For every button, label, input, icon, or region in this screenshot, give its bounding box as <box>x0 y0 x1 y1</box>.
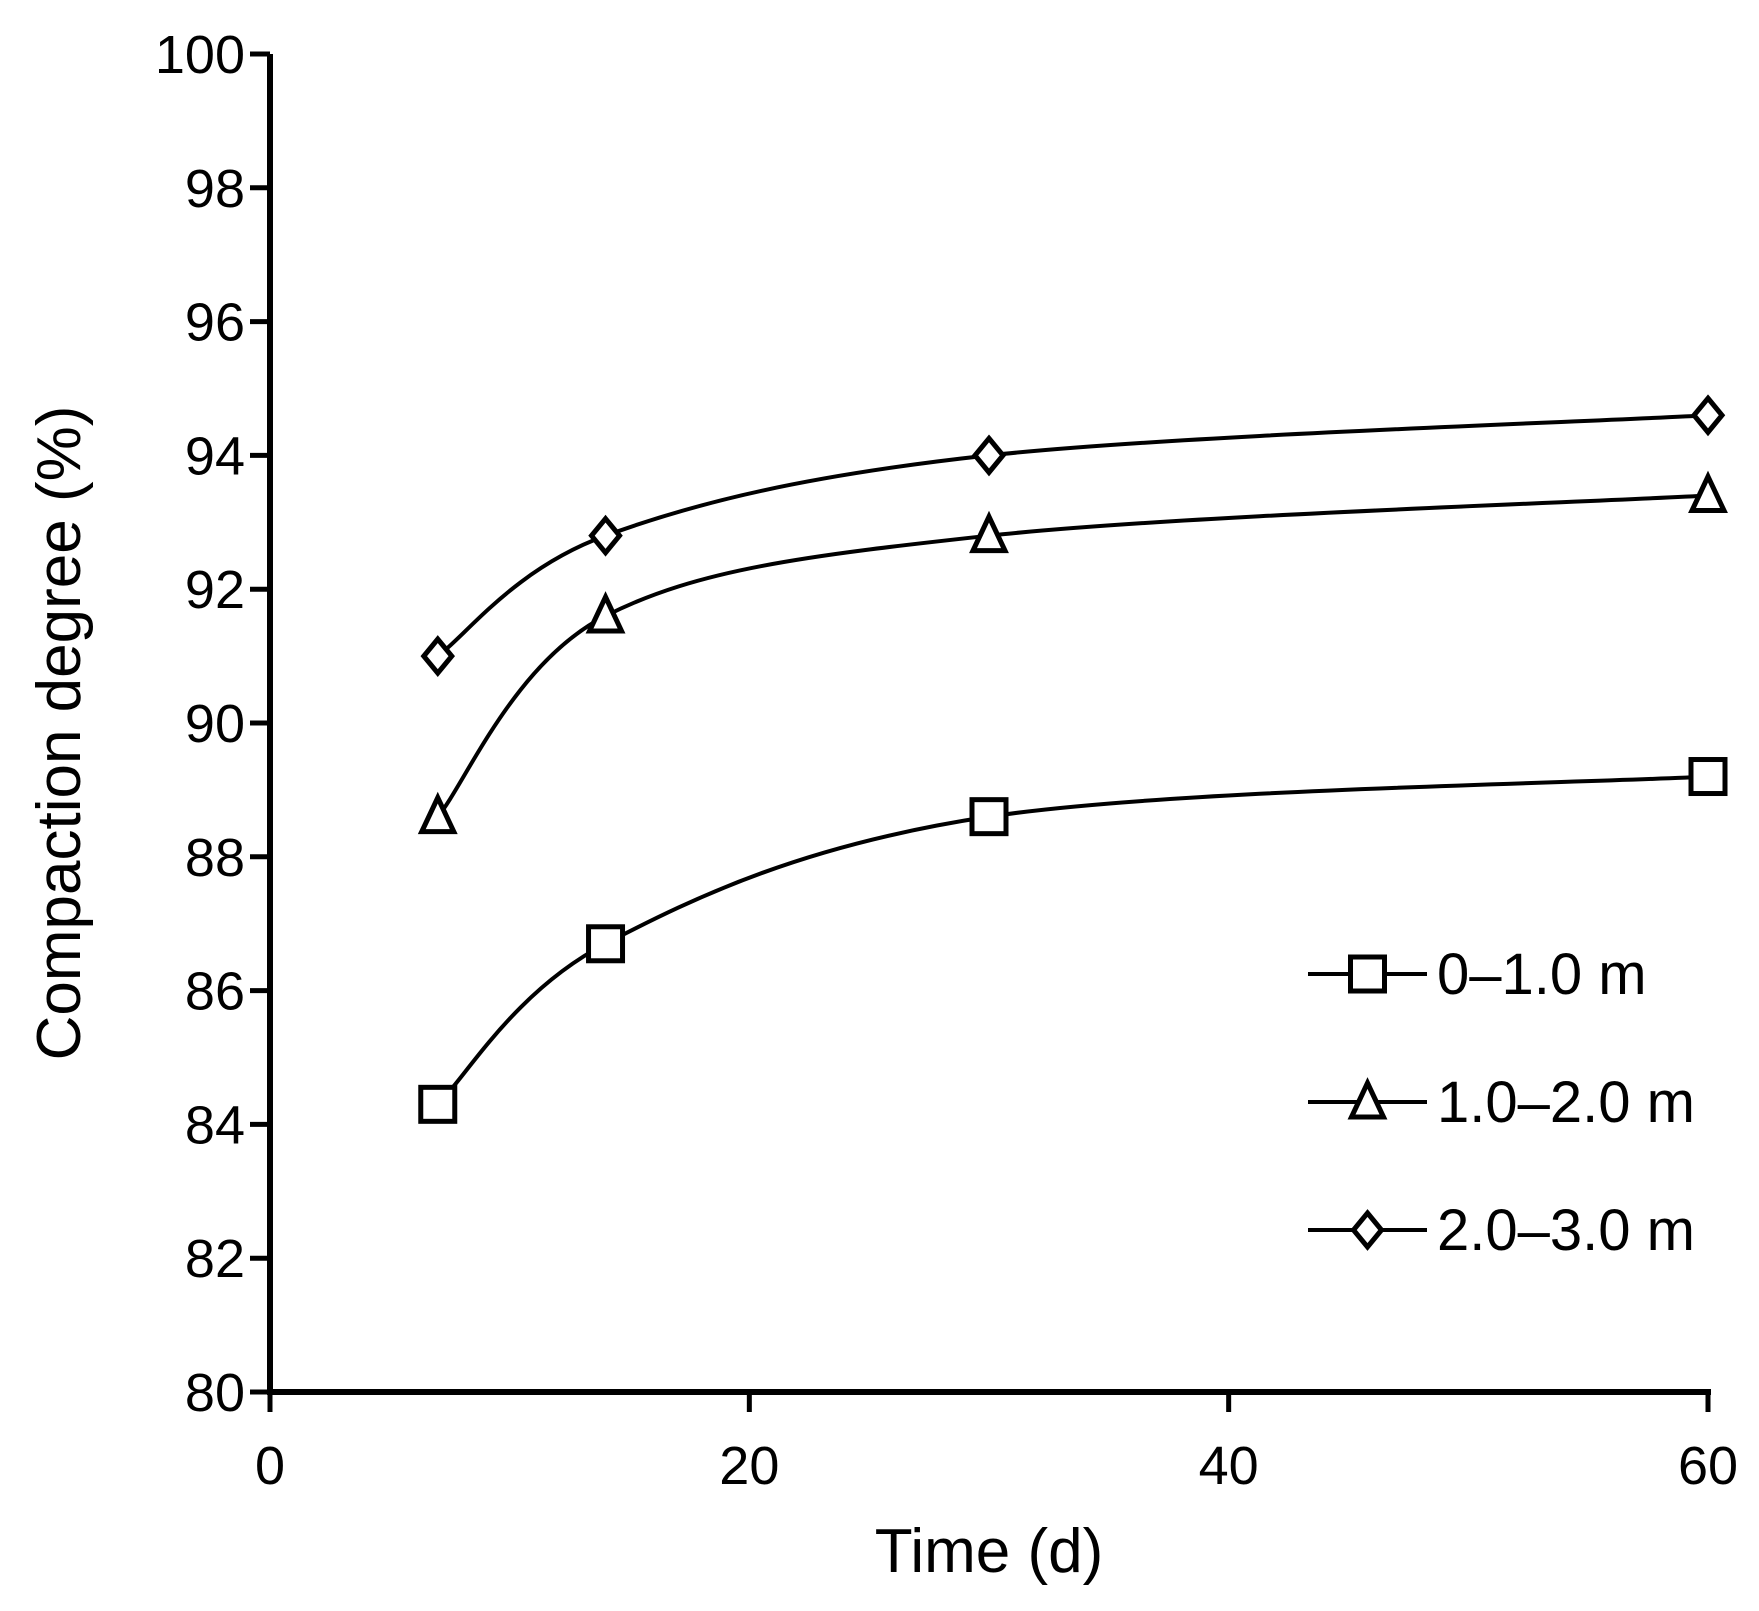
point-3-30 <box>971 434 1007 477</box>
y-axis-ticks: 80 82 84 86 88 90 92 94 96 98 100 <box>155 25 270 1423</box>
y-tick-label-94: 94 <box>185 426 245 486</box>
series-line-2 <box>436 493 1709 818</box>
legend-item-3: 2.0–3.0 m <box>1308 1198 1695 1263</box>
legend-item-2: 1.0–2.0 m <box>1308 1070 1695 1135</box>
point-1-30 <box>969 797 1009 837</box>
legend-marker-1 <box>1348 954 1387 994</box>
y-tick-label-84: 84 <box>185 1095 245 1155</box>
legend-label-2: 1.0–2.0 m <box>1437 1070 1695 1135</box>
point-3-60 <box>1690 394 1726 437</box>
legend-label-3: 2.0–3.0 m <box>1437 1198 1695 1263</box>
point-1-60 <box>1688 757 1728 797</box>
point-1-14 <box>586 924 626 964</box>
point-1-7 <box>418 1084 458 1124</box>
y-tick-label-90: 90 <box>185 694 245 754</box>
y-tick-label-80: 80 <box>185 1363 245 1423</box>
x-axis-ticks: 0 20 40 60 <box>255 1392 1738 1496</box>
legend-label-1: 0–1.0 m <box>1437 942 1647 1007</box>
axes: 80 82 84 86 88 90 92 94 96 98 100 0 20 40 60 <box>155 25 1738 1496</box>
x-tick-label-20: 20 <box>719 1436 779 1496</box>
y-tick-label-82: 82 <box>185 1229 245 1289</box>
series-2 <box>417 470 1728 835</box>
x-axis-title: Time (d) <box>875 1517 1103 1586</box>
legend: 0–1.0 m 1.0–2.0 m 2.0–3.0 m <box>1308 942 1695 1263</box>
x-tick-label-0: 0 <box>255 1436 285 1496</box>
legend-marker-3 <box>1350 1209 1385 1251</box>
x-tick-label-60: 60 <box>1678 1436 1738 1496</box>
y-tick-label-88: 88 <box>185 828 245 888</box>
point-2-30 <box>969 510 1009 554</box>
series-layer <box>417 394 1728 1124</box>
x-tick-label-40: 40 <box>1199 1436 1259 1496</box>
point-3-14 <box>588 514 623 557</box>
y-axis-title: Compaction degree (%) <box>25 406 94 1061</box>
point-2-14 <box>585 591 626 634</box>
y-tick-label-92: 92 <box>185 560 245 620</box>
y-tick-label-86: 86 <box>185 962 245 1022</box>
y-tick-label-100: 100 <box>155 25 245 85</box>
series-3 <box>420 394 1726 678</box>
y-tick-label-96: 96 <box>185 293 245 353</box>
series-line-3 <box>436 413 1709 658</box>
point-2-7 <box>417 791 458 835</box>
point-2-60 <box>1688 470 1728 514</box>
legend-item-1: 0–1.0 m <box>1308 942 1647 1007</box>
series-1 <box>418 757 1728 1124</box>
series-line-1 <box>436 774 1709 1106</box>
legend-marker-2 <box>1347 1077 1388 1120</box>
point-3-7 <box>420 635 456 678</box>
y-tick-label-98: 98 <box>185 159 245 219</box>
